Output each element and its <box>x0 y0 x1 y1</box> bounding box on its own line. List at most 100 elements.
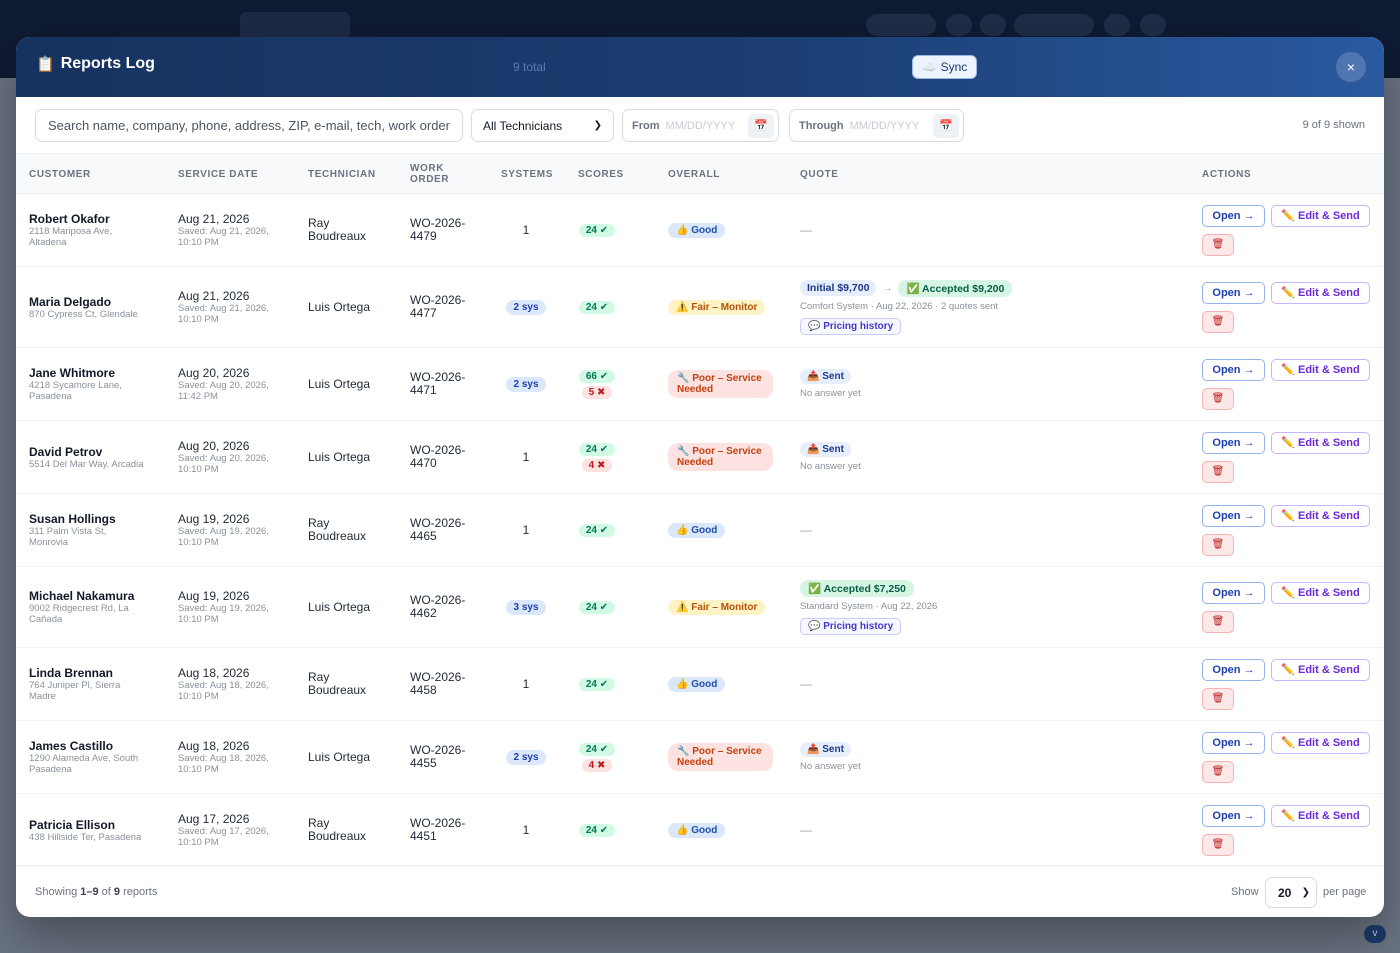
open-button[interactable]: Open → <box>1202 431 1265 454</box>
column-quote: QUOTE <box>800 168 839 180</box>
open-button[interactable]: Open → <box>1202 504 1265 527</box>
background-version-badge[interactable]: v <box>1364 925 1386 943</box>
quote-empty: — <box>800 523 812 537</box>
open-button[interactable]: Open → <box>1202 281 1265 304</box>
customer-address: 5514 Del Mar Way, Arcadia <box>29 458 144 470</box>
service-date-cell: Aug 17, 2026 Saved: Aug 17, 2026, 10:10 PM <box>178 794 298 866</box>
actions-cell: Open → ✏️ Edit & Send 🗑 <box>1202 194 1372 266</box>
technician-name: Luis Ortega <box>308 299 371 314</box>
service-date-cell: Aug 18, 2026 Saved: Aug 18, 2026, 10:10 PM <box>178 721 298 793</box>
scores-cell: 24 ✔ <box>578 194 616 266</box>
trash-icon[interactable]: 🗑 <box>1202 233 1234 256</box>
actions-primary: Open → ✏️ Edit & Send <box>1202 281 1372 304</box>
edit-send-button[interactable]: ✏️ Edit & Send <box>1271 581 1370 604</box>
per-page-select[interactable]: 20 ❯ <box>1265 877 1317 908</box>
column-technician: TECHNICIAN <box>308 168 376 180</box>
trash-icon[interactable]: 🗑 <box>1202 833 1234 856</box>
table-footer: Showing 1–9 of 9 reports Show 20 ❯ per p… <box>16 865 1384 917</box>
trash-icon[interactable]: 🗑 <box>1202 533 1234 556</box>
saved-timestamp: 10:10 PM <box>178 764 219 775</box>
trash-icon[interactable]: 🗑 <box>1202 687 1234 710</box>
work-order-number: 4455 <box>410 756 437 770</box>
technician-name: Luis Ortega <box>308 749 371 764</box>
trash-icon[interactable]: 🗑 <box>1202 310 1234 333</box>
scores-cell: 24 ✔ 4 ✖ <box>578 721 616 793</box>
trash-icon[interactable]: 🗑 <box>1202 387 1234 410</box>
saved-timestamp: Saved: Aug 17, 2026, <box>178 826 269 837</box>
customer-name[interactable]: Robert Okafor <box>29 212 110 226</box>
saved-timestamp: 10:10 PM <box>178 464 219 475</box>
open-button[interactable]: Open → <box>1202 658 1265 681</box>
service-date-cell: Aug 21, 2026 Saved: Aug 21, 2026, 10:10 PM <box>178 194 298 266</box>
overall-status-badge: ⚠️ Fair – Monitor <box>668 299 766 315</box>
score-pass-badge: 24 ✔ <box>578 300 616 314</box>
trash-icon[interactable]: 🗑 <box>1202 460 1234 483</box>
pricing-history-button[interactable]: 💬 Pricing history <box>800 617 902 635</box>
customer-name[interactable]: Jane Whitmore <box>29 366 116 380</box>
edit-send-button[interactable]: ✏️ Edit & Send <box>1271 504 1370 527</box>
edit-send-button[interactable]: ✏️ Edit & Send <box>1271 358 1370 381</box>
search-input[interactable] <box>35 109 463 142</box>
overall-cell: 👍 Good <box>668 794 788 866</box>
edit-send-button[interactable]: ✏️ Edit & Send <box>1271 431 1370 454</box>
quote-status: No answer yet <box>800 761 861 772</box>
pricing-history-button[interactable]: 💬 Pricing history <box>800 317 902 335</box>
work-order-number: WO-2026- <box>410 443 466 457</box>
edit-send-button[interactable]: ✏️ Edit & Send <box>1271 731 1370 754</box>
close-button[interactable]: × <box>1336 52 1366 82</box>
edit-send-button[interactable]: ✏️ Edit & Send <box>1271 804 1370 827</box>
cloud-icon: ☁️ <box>921 60 937 74</box>
summary-range: 1–9 <box>80 886 99 898</box>
work-order-number: 4471 <box>410 383 437 397</box>
customer-name[interactable]: Maria Delgado <box>29 294 112 309</box>
quote-cell: — <box>800 648 1180 720</box>
calendar-icon[interactable]: 📅 <box>748 113 774 138</box>
systems-count: 1 <box>522 523 530 537</box>
summary-total: 9 <box>113 886 121 898</box>
systems-count: 1 <box>522 823 530 837</box>
open-button[interactable]: Open → <box>1202 581 1265 604</box>
systems-cell: 2 sys <box>501 721 551 793</box>
sync-button[interactable]: ☁️ Sync <box>912 55 977 79</box>
work-order-number: 4451 <box>410 829 437 843</box>
trash-icon[interactable]: 🗑 <box>1202 760 1234 783</box>
table-row: Patricia Ellison 438 Hillside Ter, Pasade… <box>16 794 1384 867</box>
edit-send-button[interactable]: ✏️ Edit & Send <box>1271 204 1370 227</box>
calendar-icon[interactable]: 📅 <box>933 113 959 138</box>
edit-send-button[interactable]: ✏️ Edit & Send <box>1271 281 1370 304</box>
customer-name[interactable]: David Petrov <box>29 444 103 459</box>
open-button[interactable]: Open → <box>1202 358 1265 381</box>
customer-name[interactable]: Michael Nakamura <box>29 589 135 603</box>
technician-name: Luis Ortega <box>308 449 371 464</box>
systems-count: 1 <box>522 223 530 237</box>
quote-status: No answer yet <box>800 461 861 472</box>
customer-name[interactable]: Linda Brennan <box>29 666 114 680</box>
systems-cell: 2 sys <box>501 267 551 347</box>
open-button[interactable]: Open → <box>1202 804 1265 827</box>
scores-cell: 24 ✔ <box>578 648 616 720</box>
trash-icon[interactable]: 🗑 <box>1202 610 1234 633</box>
work-order-cell: WO-2026- 4477 <box>410 267 490 347</box>
open-button[interactable]: Open → <box>1202 204 1265 227</box>
chevron-down-icon: ❯ <box>593 120 602 131</box>
open-button[interactable]: Open → <box>1202 731 1265 754</box>
customer-name[interactable]: Patricia Ellison <box>29 817 116 832</box>
edit-send-button[interactable]: ✏️ Edit & Send <box>1271 658 1370 681</box>
through-date-input[interactable]: MM/DD/YYYY <box>849 119 920 132</box>
overall-cell: 🔧 Poor – Service Needed <box>668 721 788 793</box>
technician-cell: Ray Boudreaux <box>308 494 403 566</box>
from-date-field[interactable]: From MM/DD/YYYY 📅 <box>622 109 779 142</box>
service-date: Aug 21, 2026 <box>178 289 250 303</box>
work-order-cell: WO-2026- 4471 <box>410 348 490 420</box>
scores-cell: 24 ✔ 4 ✖ <box>578 421 616 493</box>
customer-name[interactable]: James Castillo <box>29 739 114 753</box>
quote-details: Comfort System · Aug 22, 2026 · 2 quotes… <box>800 300 999 312</box>
chevron-down-icon: ❯ <box>1301 887 1310 898</box>
through-date-field[interactable]: Through MM/DD/YYYY 📅 <box>789 109 964 142</box>
from-date-input[interactable]: MM/DD/YYYY <box>665 119 736 132</box>
technician-select[interactable]: All Technicians ❯ <box>471 109 614 142</box>
customer-name[interactable]: Susan Hollings <box>29 512 116 526</box>
customer-address: Cañada <box>29 614 63 625</box>
actions-primary: Open → ✏️ Edit & Send <box>1202 358 1372 381</box>
score-fail-badge: 4 ✖ <box>581 758 613 772</box>
